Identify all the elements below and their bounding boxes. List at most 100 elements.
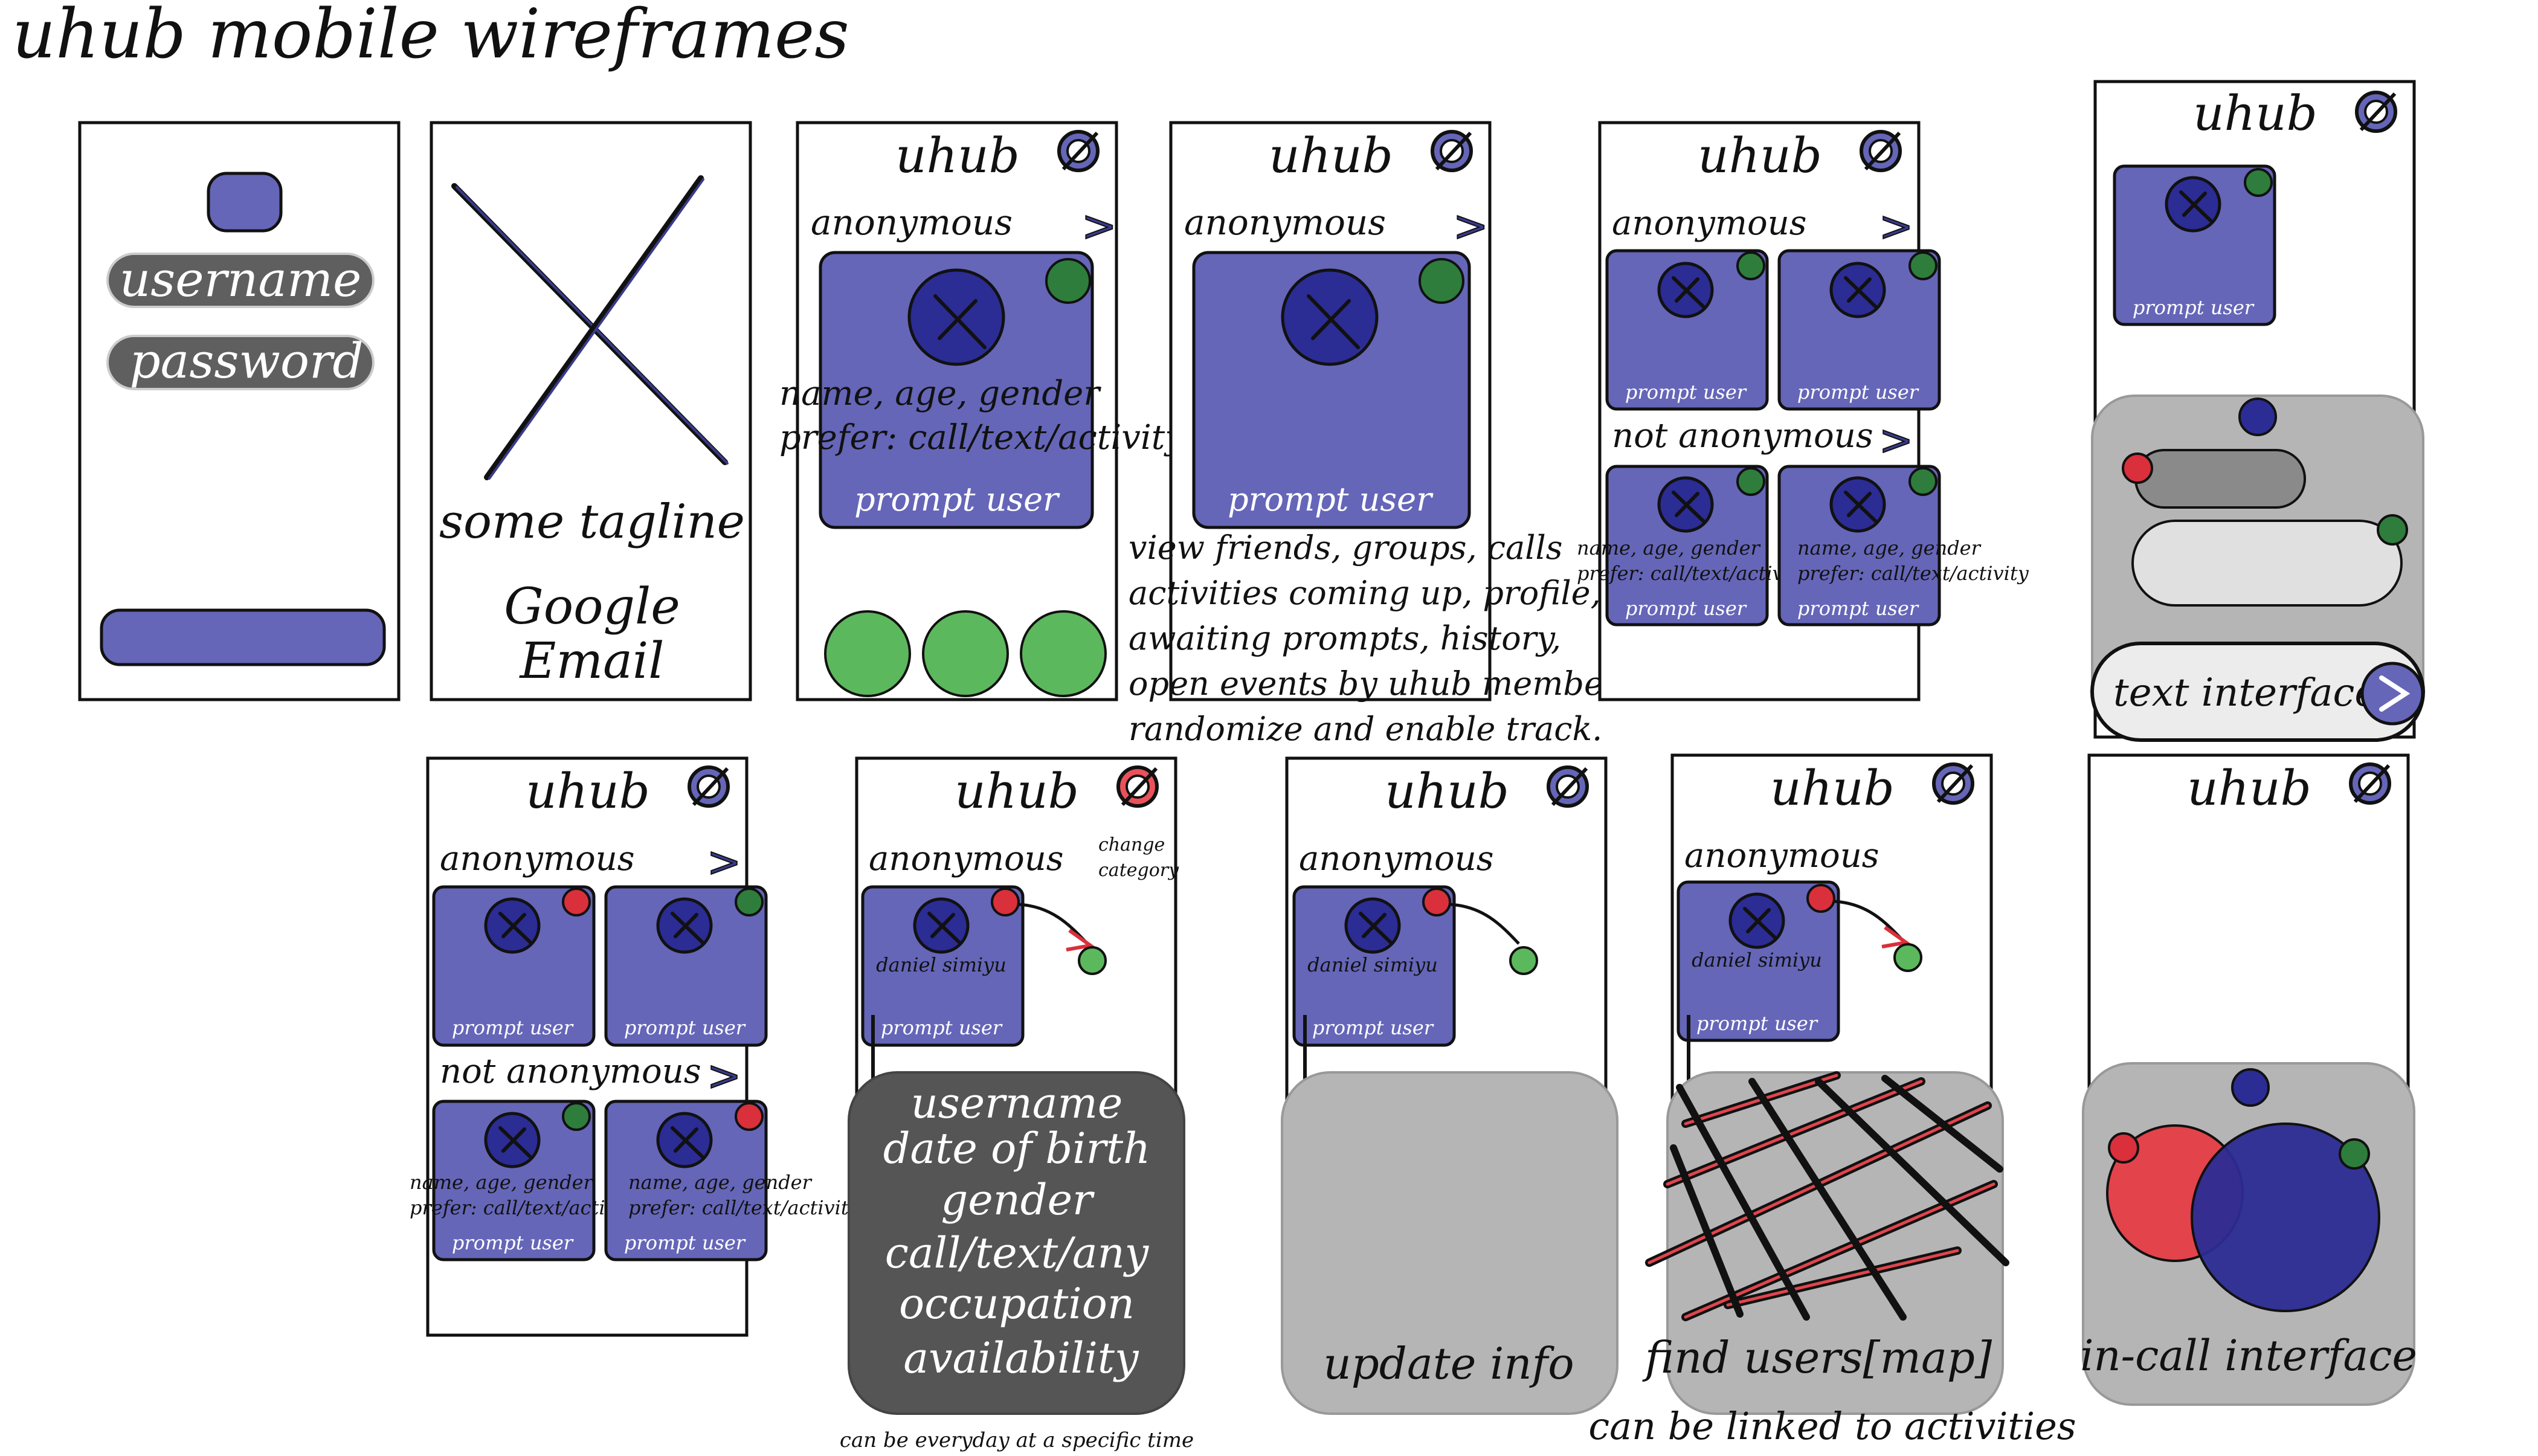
send-arrow-icon (2379, 675, 2411, 712)
profile-field[interactable]: date of birth (883, 1124, 1151, 1173)
prompt-user-label: prompt user (1312, 1016, 1434, 1039)
prompt-user-label: prompt user (452, 1231, 574, 1254)
logo-icon[interactable] (1547, 765, 1589, 808)
login-button[interactable] (100, 608, 386, 666)
logo-icon[interactable] (1057, 130, 1100, 172)
profile-panel (848, 1071, 1185, 1415)
change-category-note: change (1098, 834, 1165, 855)
user-card[interactable] (1777, 249, 1941, 411)
user-card[interactable] (604, 885, 768, 1047)
logo-icon[interactable] (1431, 130, 1473, 172)
header-brand: uhub (955, 763, 1079, 819)
header-brand: uhub (895, 127, 1020, 184)
action-button-call[interactable] (824, 610, 911, 697)
screen-find-users: uhub anonymous daniel simiyu prompt user (1588, 753, 2076, 1448)
card-user-name: daniel simiyu (1692, 949, 1822, 971)
user-card[interactable] (1292, 885, 1456, 1047)
online-status-dot (2244, 168, 2273, 197)
user-card[interactable] (2113, 164, 2276, 326)
section-next-arrow[interactable]: > (1081, 201, 1118, 251)
note-line: view friends, groups, calls (1129, 529, 1563, 567)
offline-status-dot (1806, 884, 1835, 913)
splash-tagline: some tagline (439, 495, 745, 549)
message-bubble-received (2134, 449, 2306, 509)
logo-icon[interactable] (1860, 130, 1902, 172)
image-placeholder-x (451, 175, 729, 480)
password-field-label: password (129, 333, 363, 389)
section-anonymous: anonymous (811, 202, 1013, 243)
splash-email-option[interactable]: Email (519, 633, 665, 690)
drag-handle-dot[interactable] (2238, 398, 2277, 436)
availability-hint: can be everyday at a specific time (840, 1428, 1194, 1452)
update-info-label[interactable]: update info (1323, 1338, 1574, 1389)
card-info-line2: prefer: call/text/activity (779, 418, 1185, 457)
cross-icon (498, 1126, 532, 1159)
cross-icon (1743, 907, 1777, 939)
user-card[interactable] (432, 1100, 596, 1261)
profile-field[interactable]: call/text/any (885, 1228, 1150, 1278)
username-field-label: username (120, 251, 362, 308)
header-brand: uhub (1698, 127, 1822, 184)
section-next-arrow[interactable]: > (1878, 202, 1914, 251)
action-button-text[interactable] (922, 610, 1009, 697)
header-brand: uhub (1269, 127, 1393, 184)
section-next-arrow[interactable]: > (706, 838, 742, 887)
online-status-dot (1736, 251, 1765, 280)
profile-field[interactable]: availability (903, 1333, 1139, 1383)
screen-home-grid-status: uhub anonymous > prompt user prompt user… (410, 756, 860, 1337)
logo-icon[interactable] (1932, 762, 1974, 805)
header-brand: uhub (2193, 85, 2317, 141)
user-card[interactable] (1605, 249, 1769, 411)
user-card[interactable] (1777, 465, 1941, 627)
password-field[interactable] (106, 335, 375, 390)
cross-icon (2179, 190, 2213, 223)
cross-icon (1359, 912, 1393, 944)
prompt-user-label: prompt user (1797, 597, 1919, 620)
online-status-dot (1045, 258, 1091, 304)
section-anonymous: anonymous (1684, 836, 1879, 875)
logo-icon[interactable] (2355, 91, 2397, 133)
profile-field[interactable]: occupation (899, 1279, 1135, 1329)
status-change-arrow (1449, 903, 1520, 945)
logo-icon[interactable] (2349, 762, 2391, 805)
profile-field[interactable]: username (911, 1078, 1123, 1128)
cross-icon (1307, 294, 1360, 349)
drag-handle-dot[interactable] (2231, 1068, 2270, 1107)
section-anonymous: anonymous (1612, 204, 1807, 243)
online-status-dot (1908, 251, 1937, 280)
screen-login: username password (78, 121, 401, 701)
participant-local (2191, 1123, 2380, 1312)
online-status-dot (735, 887, 764, 916)
cross-icon (671, 1126, 704, 1159)
user-card[interactable] (1192, 251, 1471, 529)
user-card[interactable] (819, 251, 1094, 529)
section-next-arrow[interactable]: > (1878, 416, 1914, 465)
cross-icon (1672, 491, 1705, 523)
action-button-activity[interactable] (1020, 610, 1107, 697)
section-next-arrow[interactable]: > (706, 1052, 742, 1101)
card-info-line1: name, age, gender (1577, 536, 1761, 559)
remote-status-dot (2108, 1132, 2139, 1164)
cross-icon (933, 294, 987, 349)
send-button[interactable] (2360, 662, 2424, 726)
logo-icon[interactable] (688, 765, 730, 808)
section-next-arrow[interactable]: > (1452, 201, 1489, 251)
cross-icon (1672, 276, 1705, 309)
user-card[interactable] (432, 885, 596, 1047)
online-status-dot (1908, 467, 1937, 496)
user-card[interactable] (604, 1100, 768, 1261)
splash-google-option[interactable]: Google (504, 578, 680, 636)
card-info-line1: name, age, gender (628, 1171, 813, 1194)
logo-icon-alert[interactable] (1116, 765, 1159, 808)
prompt-user-label: prompt user (1625, 381, 1747, 404)
user-card[interactable] (861, 885, 1025, 1047)
username-field[interactable] (106, 253, 375, 308)
prompt-user-label: prompt user (1797, 381, 1919, 404)
screen-home-plain: uhub anonymous > prompt user (1169, 121, 1492, 701)
offline-status-dot (991, 887, 1020, 916)
user-card[interactable] (1676, 880, 1840, 1042)
card-user-name: daniel simiyu (876, 953, 1007, 976)
profile-field[interactable]: gender (941, 1175, 1095, 1225)
user-card[interactable] (1605, 465, 1769, 627)
arrow-head-icon (1881, 926, 1911, 949)
